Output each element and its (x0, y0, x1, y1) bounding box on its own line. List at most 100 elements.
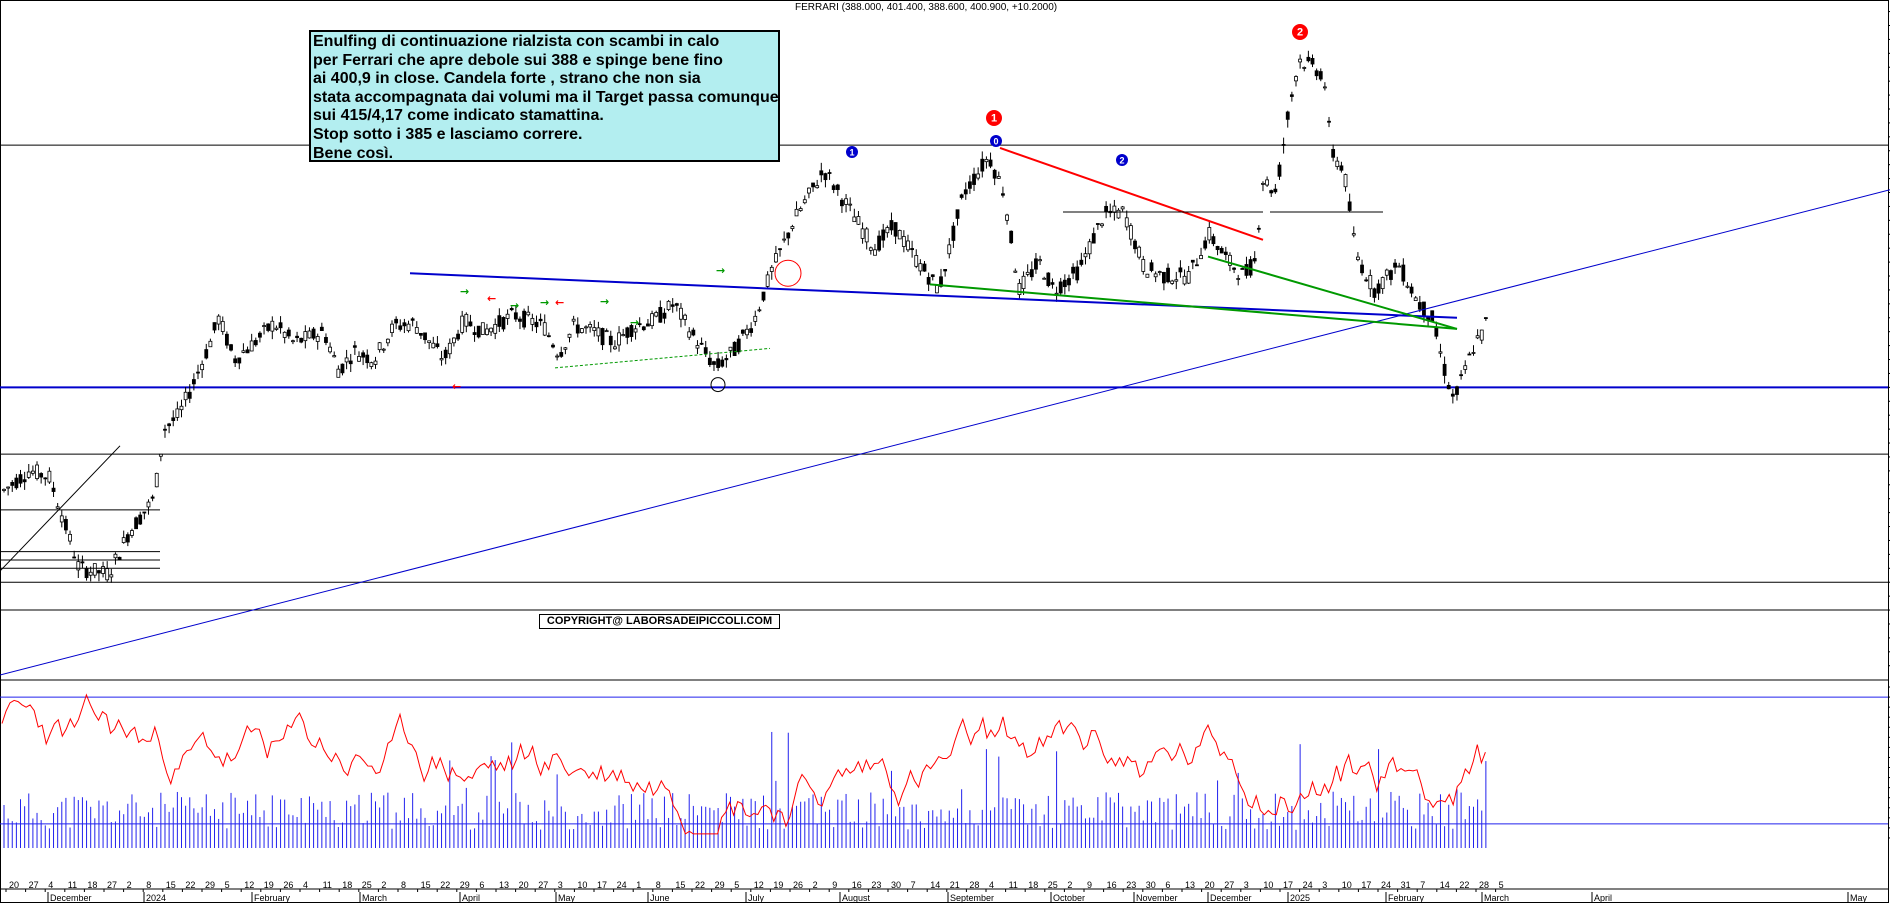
candle-body (476, 325, 481, 338)
candle-body (658, 306, 663, 323)
candle-body (1302, 67, 1307, 69)
signal-arrow-icon: → (540, 296, 549, 309)
candle-body (679, 307, 683, 320)
candle-body (518, 318, 522, 322)
candle-body (1182, 275, 1187, 285)
candle-body (357, 356, 361, 362)
candle-body (1289, 94, 1294, 97)
candle-body (889, 220, 894, 231)
candle-body (435, 343, 440, 347)
candle-body (1013, 270, 1018, 273)
candle-body (200, 363, 205, 371)
candle-body (765, 274, 770, 287)
candle-body (856, 216, 861, 225)
candle-body (76, 561, 81, 571)
downtrend-line-red (999, 147, 1264, 241)
month-label: December (1210, 893, 1252, 903)
x-tick-label: 7 (911, 880, 916, 890)
candle-body (1166, 267, 1170, 283)
candle-body (1042, 277, 1047, 280)
candle-body (439, 358, 444, 361)
candle-body (431, 342, 436, 349)
x-tick-label: 8 (146, 880, 151, 890)
candle-body (150, 496, 155, 499)
x-tick-label: 18 (87, 880, 97, 890)
candle-body (460, 315, 465, 333)
candle-body (373, 360, 378, 365)
candle-body (319, 326, 324, 331)
x-tick-label: 4 (989, 880, 994, 890)
candle-body (736, 338, 741, 353)
candle-body (1228, 254, 1232, 266)
candles-group (2, 50, 1488, 583)
candle-body (468, 321, 473, 327)
x-tick-label: 13 (1185, 880, 1195, 890)
x-tick-label: 24 (617, 880, 627, 890)
candle-body (914, 255, 919, 267)
candle-body (452, 337, 456, 344)
candle-body (262, 325, 266, 327)
candle-body (509, 308, 514, 311)
x-tick-label: 8 (656, 880, 661, 890)
x-tick-label: 2 (813, 880, 818, 890)
x-tick-label: 16 (1107, 880, 1117, 890)
candle-body (398, 325, 403, 330)
candle-body (559, 352, 564, 357)
candle-body (732, 341, 737, 357)
candle-body (955, 209, 960, 219)
annotation-line: ai 400,9 in close. Candela forte , stran… (313, 70, 701, 88)
wave-marker (1292, 24, 1308, 40)
highlight-circle-black (710, 377, 726, 393)
x-tick-label: 29 (715, 880, 725, 890)
x-tick-label: 15 (421, 880, 431, 890)
candle-body (121, 537, 126, 543)
annotation-line: Enulfing di continuazione rialzista con … (313, 33, 720, 50)
candle-body (1017, 282, 1022, 295)
candle-body (447, 342, 452, 355)
x-tick-label: 21 (950, 880, 960, 890)
candle-body (1157, 271, 1162, 273)
candle-body (390, 323, 394, 333)
wave-marker-label: 2 (1297, 27, 1303, 39)
candle-body (175, 408, 180, 418)
candle-body (972, 173, 976, 185)
candle-body (1356, 256, 1360, 261)
candle-body (621, 334, 626, 337)
candle-body (637, 323, 642, 326)
candle-body (1467, 353, 1472, 356)
candle-body (1368, 275, 1373, 290)
x-tick-label: 2 (381, 880, 386, 890)
x-tick-label: 17 (1361, 880, 1371, 890)
x-tick-label: 5 (734, 880, 739, 890)
candle-body (377, 342, 382, 351)
candle-body (1261, 182, 1265, 185)
x-tick-label: 11 (1009, 880, 1018, 890)
x-tick-label: 22 (185, 880, 195, 890)
candle-body (158, 453, 163, 457)
candle-body (1347, 201, 1352, 211)
candle-body (2, 488, 6, 491)
candle-body (237, 357, 242, 364)
candle-body (579, 328, 584, 333)
x-tick-label: 6 (1165, 880, 1170, 890)
candle-body (51, 487, 56, 492)
wave-marker-label: 2 (1119, 156, 1124, 166)
candle-body (171, 417, 176, 421)
candle-body (423, 332, 427, 341)
x-tick-label: 31 (1401, 880, 1411, 890)
candle-body (1248, 259, 1253, 276)
candle-body (1058, 281, 1063, 294)
candle-body (105, 568, 110, 581)
candle-body (592, 327, 597, 331)
candle-body (922, 263, 927, 272)
x-tick-label: 12 (244, 880, 254, 890)
candle-body (92, 563, 97, 576)
x-tick-label: 2 (1067, 880, 1072, 890)
candle-body (542, 322, 547, 336)
candle-body (134, 517, 138, 530)
candle-body (324, 337, 328, 343)
candle-body (361, 352, 366, 358)
candle-body (385, 338, 390, 344)
